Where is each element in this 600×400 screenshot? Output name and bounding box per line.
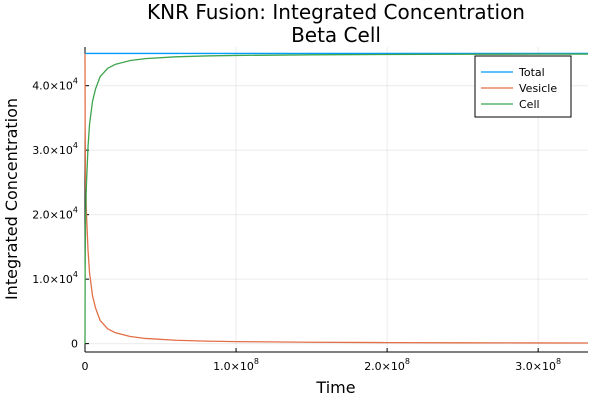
series-layer <box>84 52 589 344</box>
x-tick-label: 2.0×108 <box>364 357 410 373</box>
x-axis-label: Time <box>315 378 355 397</box>
x-tick-label: 1.0×108 <box>213 357 259 373</box>
chart-title-line-2: Beta Cell <box>291 23 381 47</box>
y-tick-label: 0 <box>71 338 78 351</box>
y-tick-label: 4.0×104 <box>32 77 78 93</box>
legend-label-total: Total <box>518 66 545 79</box>
legend-label-cell: Cell <box>519 98 540 111</box>
y-tick-label: 1.0×104 <box>32 270 78 286</box>
legend-box <box>474 55 572 118</box>
tick-labels: 0 1.0×108 2.0×108 3.0×108 0 1.0×104 2.0×104 3.0… <box>32 77 561 373</box>
legend-entries: Total Vesicle Cell <box>481 66 557 111</box>
y-tick-label: 3.0×104 <box>32 141 78 157</box>
legend-label-vesicle: Vesicle <box>519 82 557 95</box>
chart-title-line-1: KNR Fusion: Integrated Concentration <box>147 0 525 24</box>
x-tick-label: 0 <box>82 360 89 373</box>
y-axis-label: Integrated Concentration <box>2 98 21 300</box>
x-tick-label: 3.0×108 <box>515 357 561 373</box>
legend: Total Vesicle Cell <box>474 55 572 118</box>
grid <box>84 47 588 352</box>
series-line-cell <box>84 53 589 344</box>
y-tick-label: 2.0×104 <box>32 206 78 222</box>
